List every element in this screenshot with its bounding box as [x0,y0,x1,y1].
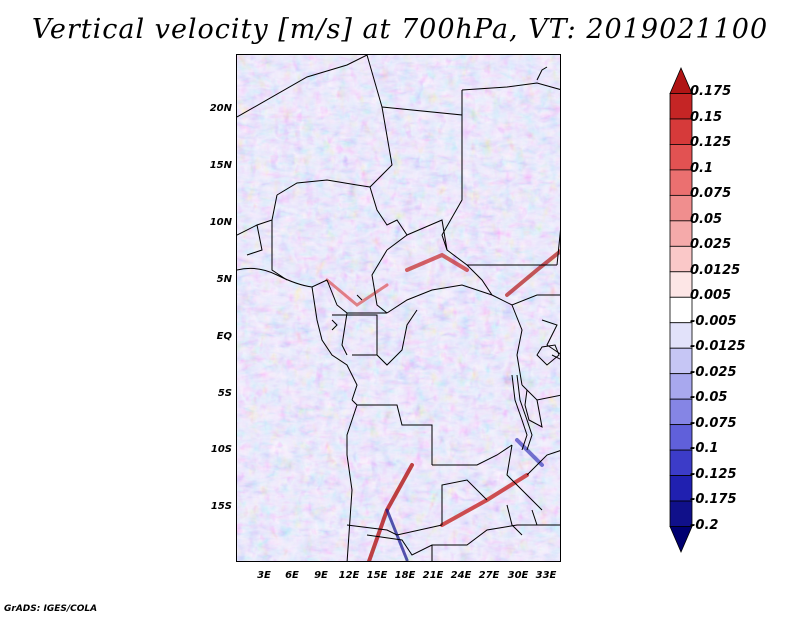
colorbar-swatch [669,93,693,120]
vertical-velocity-field [237,55,560,561]
colorbar-swatch [669,526,693,554]
colorbar-swatch [669,398,693,426]
colorbar-swatch [669,169,693,196]
colorbar-swatch [669,194,693,222]
colorbar-swatch [669,220,693,247]
colorbar-label: -0.025 [690,364,737,380]
colorbar-label: -0.05 [690,390,728,406]
colorbar-label: 0.025 [690,237,732,253]
colorbar-swatch [669,475,693,502]
colorbar-label: -0.075 [690,415,737,431]
lat-label-5s: 5S [217,388,232,399]
coastline-fragments [331,66,548,331]
lakes [506,344,560,536]
lon-label-9e: 9E [314,570,328,581]
map-plot-area[interactable] [236,54,561,562]
colorbar-swatch [669,118,693,145]
colorbar-swatch [669,449,693,476]
lon-label-3e: 3E [257,570,271,581]
lon-label-6e: 6E [285,570,299,581]
colorbar-label: 0.075 [690,186,732,202]
colorbar-label: 0.125 [690,135,732,151]
colorbar-swatch [669,347,693,375]
colorbar [669,66,693,554]
colorbar-swatch [669,373,693,400]
colorbar-label: -0.175 [690,492,737,508]
lat-label-5n: 5N [216,274,232,285]
colorbar-swatch [669,271,693,298]
lat-label-20n: 20N [209,103,232,114]
colorbar-swatch [669,245,693,273]
colorbar-label: 0.05 [690,211,723,227]
colorbar-label: -0.125 [690,466,737,482]
colorbar-swatch [669,322,693,349]
colorbar-label: 0.15 [690,109,723,125]
country-borders [237,55,560,561]
lat-label-10s: 10S [210,444,232,455]
lat-label-15n: 15N [209,160,232,171]
colorbar-label: 0.1 [690,160,714,176]
colorbar-label: -0.005 [690,313,737,329]
lon-label-15e: 15E [366,570,388,581]
colorbar-label: 0.0125 [690,262,741,278]
colorbar-swatch [669,144,693,171]
lon-label-27e: 27E [478,570,500,581]
colorbar-swatch [669,296,693,324]
lon-label-18e: 18E [394,570,416,581]
colorbar-label: -0.0125 [690,339,746,355]
colorbar-swatch [669,424,693,451]
grads-credit: GrADS: IGES/COLA [4,604,98,614]
lat-label-15s: 15S [210,501,232,512]
colorbar-label: -0.1 [690,441,719,457]
lon-label-12e: 12E [338,570,360,581]
map-title: Vertical velocity [m/s] at 700hPa, VT: 2… [31,14,769,45]
lat-label-eq: EQ [216,331,232,342]
colorbar-swatch [669,66,693,94]
colorbar-swatch [669,500,693,527]
lon-label-24e: 24E [450,570,472,581]
lon-label-30e: 30E [507,570,529,581]
colorbar-label: 0.175 [690,84,732,100]
lat-label-10n: 10N [209,217,232,228]
lon-label-33e: 33E [535,570,557,581]
colorbar-label: 0.005 [690,288,732,304]
colorbar-label: -0.2 [690,517,719,533]
lon-label-21e: 21E [422,570,444,581]
